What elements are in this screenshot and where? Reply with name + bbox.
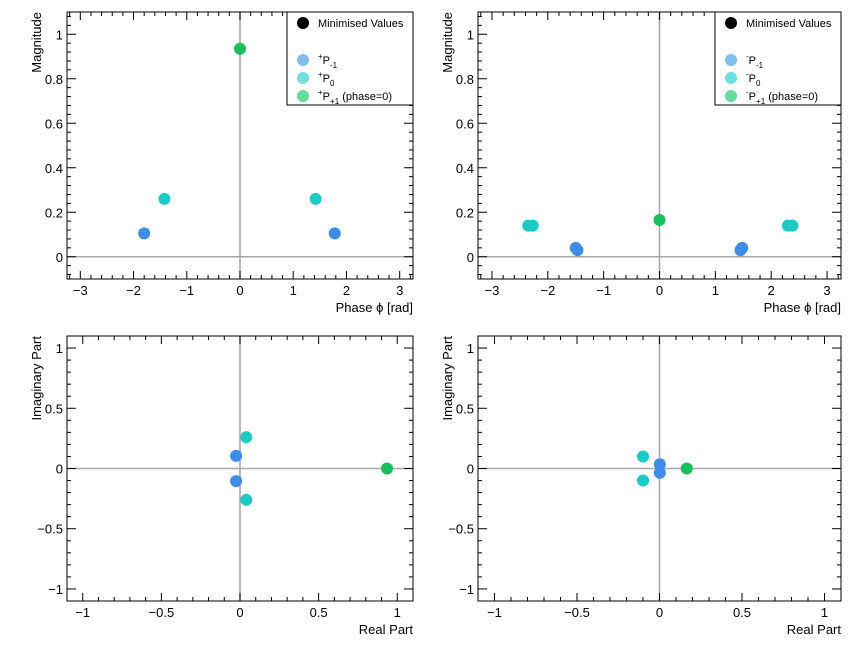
x-tick-label: 3 [396,283,403,298]
data-point-P0 [786,219,799,232]
y-tick-label: 0.5 [45,401,63,416]
y-tick-label: −1 [459,582,474,597]
data-point-P+1 [234,42,246,55]
x-tick-label: 1 [712,283,719,298]
panel-bottom-right: −1 −0.5 0 0.5 1 −1 −0.5 0 0.5 1 Real Part Imaginary… [440,335,842,637]
data-point-P-1 [138,227,151,240]
y-tick-label: −0.5 [37,522,63,537]
y-tick-label: 0.4 [45,161,63,176]
data-point-P-1 [328,227,341,240]
x-tick-label: −3 [485,283,500,298]
legend-marker-minimised [297,17,309,29]
legend-label-Pm1: -P-1 [746,52,764,70]
y-tick-label: 0.8 [45,72,63,87]
x-axis-title: Real Part [359,622,414,637]
legend-label-minimised: Minimised Values [746,18,832,30]
data-point-P-1 [230,449,243,462]
y-tick-label: 1 [467,27,474,42]
x-tick-label: −3 [73,283,88,298]
legend-marker-P0 [725,72,737,84]
y-axis-title: Magnitude [440,12,455,73]
legend-label-Pp1: +P+1 (phase=0) [318,88,392,106]
data-point-P0 [240,431,253,444]
y-axis-title: Imaginary Part [440,336,455,421]
x-tick-label: −0.5 [149,605,175,620]
y-tick-label: 0.2 [45,205,63,220]
y-tick-label: 0 [56,462,63,477]
legend-label-P0: +P0 [318,70,335,88]
y-tick-label: −1 [48,582,63,597]
x-axis-title: Real Part [787,622,842,637]
y-axis-title: Magnitude [29,12,44,73]
x-tick-label: 1 [821,605,828,620]
legend-label-P0: -P0 [746,70,761,88]
x-tick-label: 2 [343,283,350,298]
y-tick-label: −0.5 [448,522,474,537]
y-tick-label: 1 [56,341,63,356]
y-tick-label: 0.5 [456,401,474,416]
legend-marker-Pm1 [297,54,309,66]
legend-marker-P0 [297,72,309,84]
x-tick-label: −1 [179,283,194,298]
y-tick-label: 0 [467,462,474,477]
data-point-P+1 [680,462,693,475]
x-tick-label: 0 [236,283,243,298]
data-point-P0 [526,219,539,232]
x-tick-label: −1 [487,605,502,620]
x-tick-label: 1 [290,283,297,298]
data-point-P0 [637,450,649,463]
legend-marker-Pm1 [725,54,737,66]
x-tick-label: −2 [126,283,141,298]
y-tick-label: 1 [56,27,63,42]
x-tick-label: −2 [540,283,555,298]
legend: Minimised Values +P-1+P0+P+1 (phase=0) [286,11,414,106]
x-axis-title: Phase ϕ [rad] [336,300,413,315]
data-point-P0 [158,192,171,205]
data-point-P+1 [381,462,394,475]
panel-top-left: −3 −2 −1 0 1 2 3 0 0.2 0.4 0.6 0.8 1 Phase ϕ [rad] Mag… [29,11,414,315]
data-point-P-1 [653,466,666,479]
x-axis-title: Phase ϕ [rad] [764,300,841,315]
data-point-P-1 [653,458,666,471]
x-tick-label: 0 [656,605,663,620]
data-point-P-1 [571,244,584,257]
y-tick-label: 1 [467,341,474,356]
y-tick-label: 0.6 [45,116,63,131]
x-tick-label: 0 [656,283,663,298]
data-point-P-1 [736,241,749,254]
data-point-P0 [309,192,322,205]
y-tick-label: 0 [56,250,63,265]
y-tick-label: 0.2 [456,205,474,220]
y-tick-label: 0.4 [456,161,474,176]
y-tick-label: 0 [467,250,474,265]
legend: Minimised Values -P-1-P0-P+1 (phase=0) [714,11,842,106]
y-tick-label: 0.8 [456,72,474,87]
x-tick-label: 0 [236,605,243,620]
x-tick-label: 0.5 [733,605,751,620]
data-point-P0 [637,474,649,487]
data-point-P+1 [653,214,666,227]
data-point-P0 [240,493,253,506]
legend-label-Pm1: +P-1 [318,52,338,70]
legend-marker-Pp1 [725,90,737,102]
x-tick-label: 3 [823,283,830,298]
panel-top-right: −3 −2 −1 0 1 2 3 0 0.2 0.4 0.6 0.8 1 Phase ϕ [rad] Mag… [440,11,842,315]
y-tick-label: 0.6 [456,116,474,131]
legend-label-minimised: Minimised Values [318,18,404,30]
data-point-P-1 [230,475,243,488]
panel-bottom-left: −1 −0.5 0 0.5 1 −1 −0.5 0 0.5 1 Real Part Imaginary… [29,335,414,637]
y-axis-title: Imaginary Part [29,336,44,421]
x-tick-label: 1 [394,605,401,620]
x-tick-label: 0.5 [310,605,328,620]
x-tick-label: 2 [768,283,775,298]
x-tick-label: −0.5 [564,605,590,620]
legend-marker-Pp1 [297,90,309,102]
x-tick-label: −1 [596,283,611,298]
x-tick-label: −1 [75,605,90,620]
legend-marker-minimised [725,17,737,29]
legend-label-Pp1: -P+1 (phase=0) [746,88,818,106]
